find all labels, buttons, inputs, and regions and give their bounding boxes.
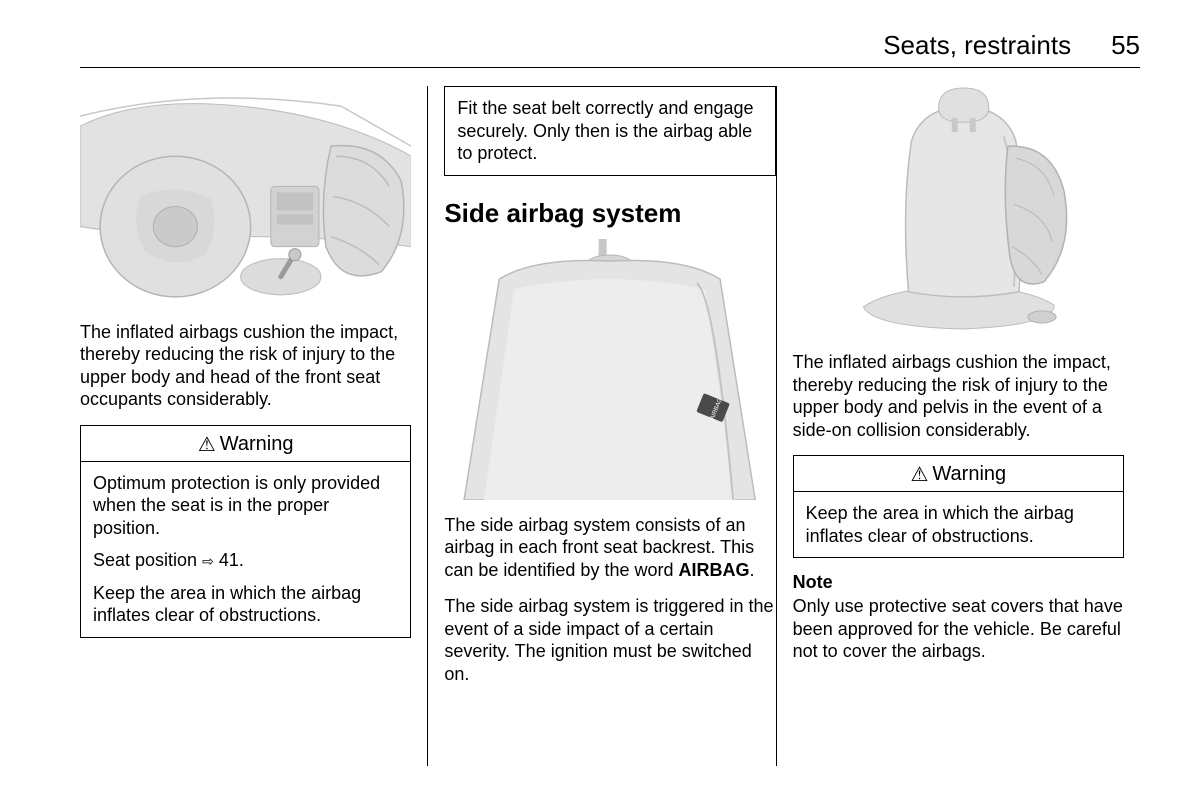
content-columns: The inflated airbags cushion the impact,… xyxy=(80,86,1140,766)
note-text: Only use protective seat covers that hav… xyxy=(793,595,1124,663)
warning-heading: ⚠ Warning xyxy=(81,426,410,462)
paragraph: The inflated airbags cushion the impact,… xyxy=(80,321,411,411)
info-box: Fit the seat belt correctly and engage s… xyxy=(444,86,775,176)
warning-heading: ⚠ Warning xyxy=(794,456,1123,492)
warning-icon: ⚠ xyxy=(198,432,216,457)
warning-text: Seat position ⇨ 41. xyxy=(93,549,398,572)
warning-text: Keep the area in which the airbag inflat… xyxy=(806,502,1111,547)
warning-text: Keep the area in which the airbag inflat… xyxy=(93,582,398,627)
text: . xyxy=(749,560,754,580)
seat-backrest-illustration: AIRBAG xyxy=(444,239,775,500)
front-airbag-illustration xyxy=(80,86,411,307)
paragraph: The inflated airbags cushion the impact,… xyxy=(793,351,1124,441)
column-3: The inflated airbags cushion the impact,… xyxy=(777,86,1140,766)
column-2: Fit the seat belt correctly and engage s… xyxy=(428,86,775,766)
section-heading: Side airbag system xyxy=(444,198,775,229)
text: Seat position xyxy=(93,550,202,570)
paragraph: The side airbag system consists of an ai… xyxy=(444,514,775,582)
chapter-title: Seats, restraints xyxy=(883,30,1071,61)
note-label: Note xyxy=(793,572,1124,593)
warning-label: Warning xyxy=(932,463,1006,486)
side-airbag-illustration xyxy=(793,86,1124,337)
warning-body: Optimum protection is only provided when… xyxy=(81,462,410,637)
page-number: 55 xyxy=(1111,30,1140,61)
info-text: Fit the seat belt correctly and engage s… xyxy=(457,97,762,165)
warning-icon: ⚠ xyxy=(910,462,928,487)
warning-box: ⚠ Warning Optimum protection is only pro… xyxy=(80,425,411,638)
warning-label: Warning xyxy=(220,433,294,456)
reference-icon: ⇨ xyxy=(202,553,214,569)
paragraph: The side airbag system is triggered in t… xyxy=(444,595,775,685)
text-bold: AIRBAG xyxy=(678,560,749,580)
warning-body: Keep the area in which the airbag inflat… xyxy=(794,492,1123,557)
column-1: The inflated airbags cushion the impact,… xyxy=(80,86,427,766)
page-header: Seats, restraints 55 xyxy=(80,30,1140,68)
warning-box: ⚠ Warning Keep the area in which the air… xyxy=(793,455,1124,558)
reference-number: 41. xyxy=(219,550,244,570)
warning-text: Optimum protection is only provided when… xyxy=(93,472,398,540)
info-body: Fit the seat belt correctly and engage s… xyxy=(445,87,774,175)
